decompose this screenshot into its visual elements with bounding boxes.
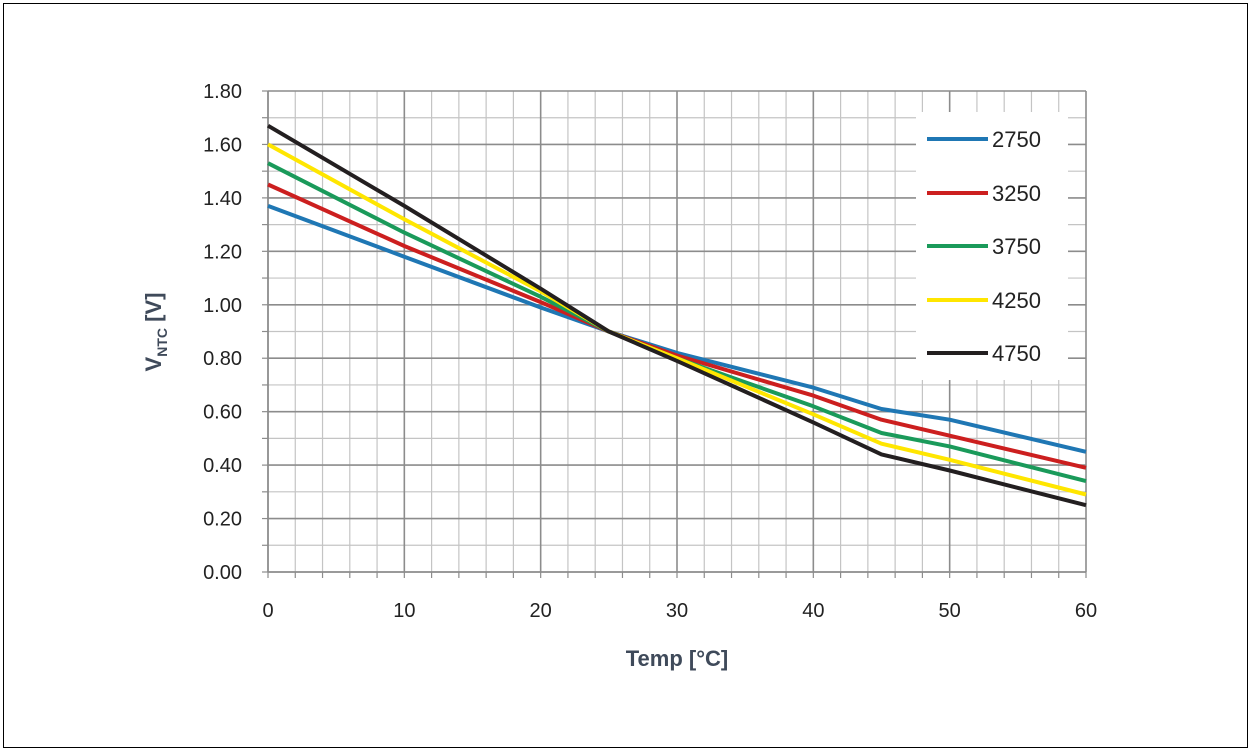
legend-label-2750: 2750 xyxy=(992,127,1041,152)
legend-label-4750: 4750 xyxy=(992,341,1041,366)
x-tick-label: 0 xyxy=(262,600,273,622)
y-axis-title-subscript: NTC xyxy=(154,328,170,357)
x-tick-label: 10 xyxy=(393,600,415,622)
legend: 2750 3250 3750 4250 4750 xyxy=(916,112,1068,380)
series-line-3250 xyxy=(267,182,1087,470)
y-tick-label: 0.60 xyxy=(203,402,242,424)
y-tick-label: 1.40 xyxy=(203,188,242,210)
x-axis-title: Temp [°C] xyxy=(626,646,729,671)
y-tick-label: 0.20 xyxy=(203,509,242,531)
legend-label-3250: 3250 xyxy=(992,181,1041,206)
y-tick-label: 1.20 xyxy=(203,241,242,263)
x-tick-label: 30 xyxy=(666,600,688,622)
series-lines xyxy=(266,123,1087,508)
legend-label-4250: 4250 xyxy=(992,288,1041,313)
y-tick-label: 0.00 xyxy=(203,562,242,584)
series-line-2750 xyxy=(267,204,1087,454)
x-tick-label: 20 xyxy=(530,600,552,622)
axes xyxy=(262,90,1087,578)
legend-label-3750: 3750 xyxy=(992,234,1041,259)
y-axis-title-main: V xyxy=(141,356,166,371)
y-tick-labels: 0.00 0.20 0.40 0.60 0.80 1.00 1.20 1.40 1.60 1.80 xyxy=(203,81,242,584)
y-axis-title-unit: [V] xyxy=(141,293,166,328)
y-tick-label: 0.80 xyxy=(203,348,242,370)
y-tick-label: 1.60 xyxy=(203,134,242,156)
y-tick-label: 0.40 xyxy=(203,455,242,477)
x-tick-labels: 0 10 20 30 40 50 60 xyxy=(262,600,1097,622)
x-tick-label: 50 xyxy=(939,600,961,622)
x-tick-label: 40 xyxy=(802,600,824,622)
x-tick-label: 60 xyxy=(1075,600,1097,622)
series-line-4750 xyxy=(266,123,1087,508)
series-line-4250 xyxy=(267,142,1087,497)
y-tick-label: 1.00 xyxy=(203,295,242,317)
y-axis-title: VNTC [V] xyxy=(141,293,170,372)
y-tick-label: 1.80 xyxy=(203,81,242,103)
